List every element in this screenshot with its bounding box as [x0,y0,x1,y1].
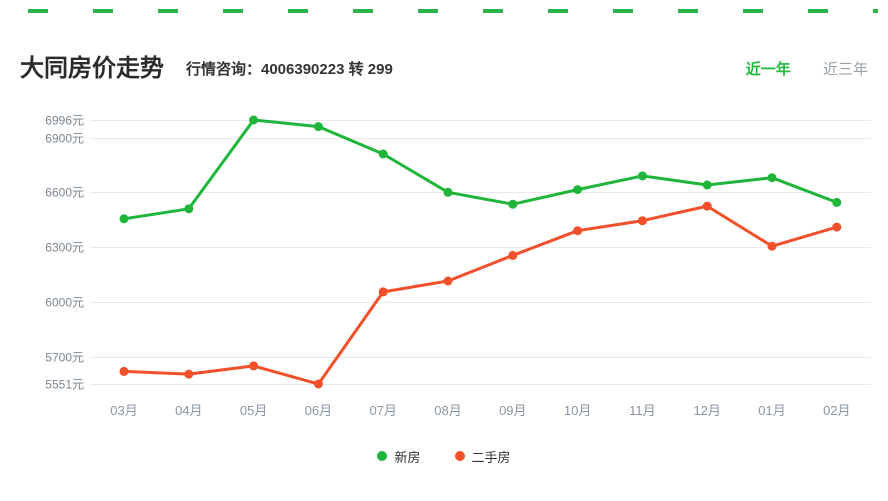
x-axis-tick-label: 04月 [175,403,203,418]
gridline [90,247,871,249]
data-point [767,241,777,251]
data-point [508,250,518,260]
data-point [313,379,323,389]
data-point [637,171,647,181]
data-point [702,180,712,190]
data-point [378,287,388,297]
data-point [184,204,194,214]
new-home-legend-dot-icon [377,451,388,461]
gridline [90,356,871,358]
data-point [313,122,323,132]
y-axis-tick-label: 6600元 [45,185,84,200]
gridline [90,137,871,139]
x-axis-tick-label: 09月 [499,403,527,418]
data-point [184,369,194,379]
data-point [119,214,129,224]
gridline [90,384,871,385]
chart-header: 大同房价走势 行情咨询：4006390223 转 299 近一年 近三年 [20,48,868,84]
y-axis-tick-label: 5700元 [45,350,84,365]
data-point [767,173,777,183]
tab-last-year[interactable]: 近一年 [745,61,791,78]
y-axis-tick-label: 6000元 [45,295,84,310]
data-point [832,222,842,232]
data-point [832,197,842,207]
data-point [249,115,259,125]
legend-item-used-home[interactable]: 二手房 [454,447,511,466]
y-axis-tick-label: 5551元 [45,377,84,392]
data-point [119,366,129,376]
x-axis-tick-label: 11月 [629,403,656,418]
legend-item-new-home[interactable]: 新房 [377,447,421,466]
range-tabs: 近一年 近三年 [718,58,868,79]
used-home-line [123,204,838,386]
legend-label: 新房 [394,449,421,465]
new-home-line [123,118,838,221]
data-point [249,361,259,371]
y-axis-tick-label: 6996元 [45,113,84,128]
gridline [90,192,871,194]
x-axis-tick-label: 06月 [304,403,333,418]
y-axis-tick-label: 6300元 [45,240,84,255]
decorative-dashed-border [28,9,878,13]
x-axis-tick-label: 07月 [369,403,397,418]
legend-label: 二手房 [471,449,511,465]
data-point [443,187,453,197]
x-axis-tick-label: 05月 [239,403,268,418]
x-axis-tick-label: 01月 [758,403,786,418]
data-point [573,226,583,236]
data-point [443,276,453,286]
data-point [573,185,583,195]
x-axis-tick-label: 02月 [823,403,851,418]
data-point [637,216,647,226]
data-point [378,149,388,159]
tab-last-three-years[interactable]: 近三年 [822,61,868,78]
y-axis-tick-label: 6900元 [45,131,84,145]
data-point [702,201,712,211]
gridline [90,120,871,121]
x-axis-tick-label: 08月 [434,403,462,418]
x-axis-tick-label: 12月 [693,403,721,418]
chart-legend: 新房 二手房 [0,444,888,468]
x-axis-tick-label: 10月 [563,403,592,418]
data-point [508,199,518,209]
x-axis-tick-label: 03月 [110,403,138,418]
consult-phone-text: 行情咨询：4006390223 转 299 [186,61,393,78]
page-title: 大同房价走势 [20,55,164,82]
gridline [90,302,871,303]
used-home-legend-dot-icon [454,451,465,461]
